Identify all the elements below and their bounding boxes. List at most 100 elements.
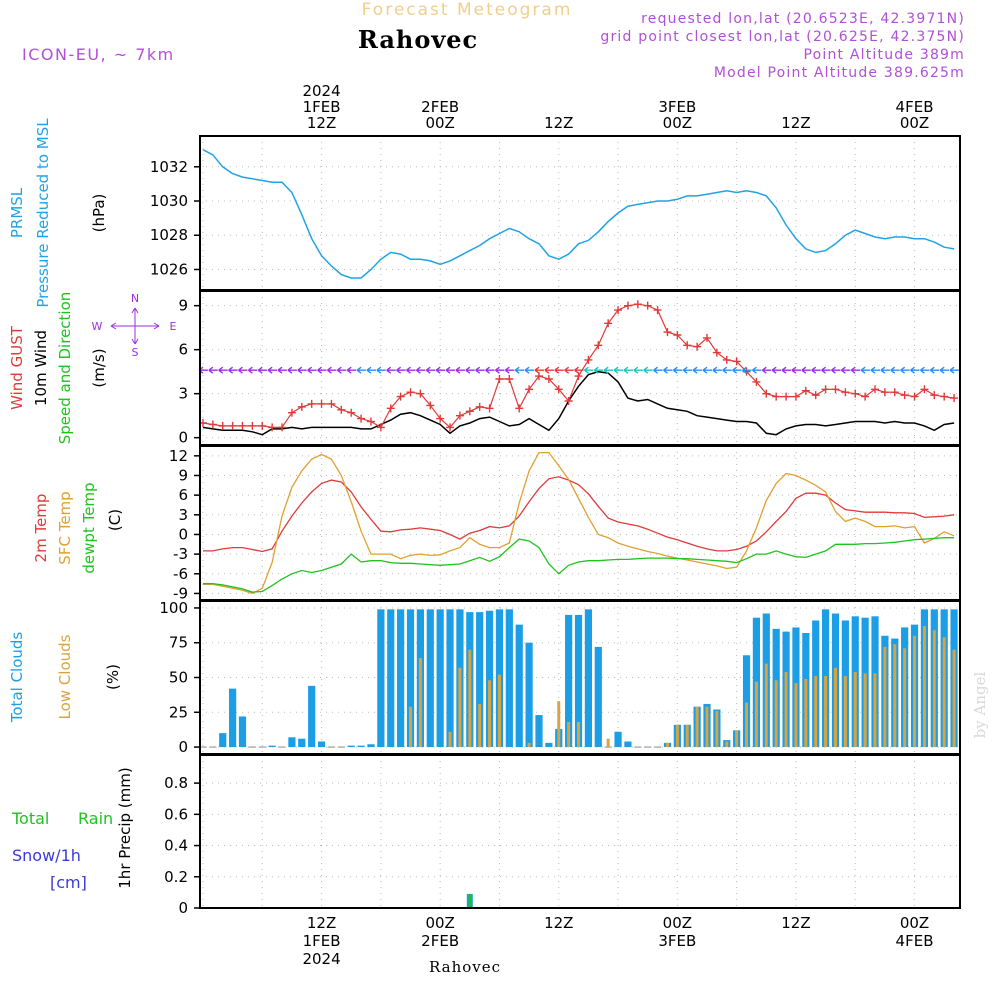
- total-cloud-bar: [238, 716, 247, 748]
- wind-gust-point: [712, 348, 721, 357]
- wind-direction-arrow: [831, 366, 841, 374]
- y-tick-label: 9: [178, 297, 188, 315]
- wind-direction-arrow: [396, 366, 406, 374]
- wind-gust-point: [752, 377, 761, 386]
- wind-gust-point: [861, 392, 870, 401]
- wind-gust-point: [386, 404, 395, 413]
- wind-direction-arrow: [623, 366, 633, 374]
- precip-rain-label: Rain: [78, 809, 113, 828]
- wind-direction-arrow: [554, 366, 564, 374]
- wind-direction-arrow: [218, 366, 228, 374]
- low-cloud-bar: [873, 673, 877, 748]
- low-cloud-bar: [675, 724, 679, 748]
- wind-direction-arrow: [544, 366, 554, 374]
- y-tick-label: 0: [178, 899, 188, 917]
- bottom-time-label: 3FEB: [658, 932, 696, 950]
- y-tick-label: 9: [178, 466, 188, 484]
- low-cloud-bar: [764, 663, 768, 748]
- wind-direction-arrow: [801, 366, 811, 374]
- bottom-time-label: 2FEB: [421, 932, 459, 950]
- wind-direction-arrow: [564, 366, 574, 374]
- wind-direction-arrow: [475, 366, 485, 374]
- total-cloud-bar: [574, 614, 583, 748]
- total-cloud-bar: [406, 609, 415, 748]
- y-tick-label: 0: [178, 429, 188, 447]
- wind-direction-arrow: [722, 366, 732, 374]
- wind-direction-arrow: [514, 366, 525, 374]
- grid-point-coords: grid point closest lon,lat (20.625E, 42.…: [600, 29, 965, 45]
- y-tick-label: 1032: [150, 158, 188, 176]
- low-cloud-bar: [883, 646, 887, 748]
- wind-direction-arrow: [495, 366, 505, 374]
- wind-direction-arrow: [702, 366, 712, 374]
- wind-direction-arrow: [228, 366, 238, 374]
- low-cloud-bar: [418, 658, 422, 748]
- low-cloud-bar: [794, 683, 798, 748]
- temp-2m-label: 2m Temp: [32, 494, 50, 563]
- wind-direction-arrow: [524, 366, 535, 374]
- total-cloud-bar: [367, 744, 375, 748]
- wind-gust-point: [465, 407, 474, 416]
- bottom-time-label: 12Z: [544, 914, 573, 932]
- pressure-unit: (hPa): [90, 194, 108, 233]
- panel-frame-wind: [199, 290, 961, 446]
- wind-gust-point: [475, 402, 484, 411]
- wind-gust-point: [791, 392, 800, 401]
- total-cloud-bar: [614, 731, 622, 748]
- requested-coords: requested lon,lat (20.6523E, 42.3971N): [641, 11, 965, 27]
- compass-south: S: [132, 346, 139, 359]
- low-cloud-bar: [567, 722, 571, 748]
- y-tick-label: 0.4: [164, 837, 188, 855]
- wind-direction-arrow: [742, 366, 752, 374]
- low-cloud-bar: [774, 680, 778, 748]
- total-clouds-label: Total Clouds: [8, 632, 26, 724]
- wind-direction-arrow: [465, 366, 475, 374]
- low-cloud-bar: [833, 667, 837, 748]
- total-cloud-bar: [268, 745, 276, 748]
- wind-direction-arrow: [929, 366, 940, 374]
- wind-direction-arrow: [297, 366, 307, 374]
- wind-direction-arrow: [752, 366, 762, 374]
- wind-direction-arrow: [257, 366, 268, 374]
- wind-gust-point: [702, 333, 711, 342]
- low-cloud-bar: [448, 731, 452, 748]
- wind-direction-arrow: [366, 366, 376, 374]
- wind-gust-point: [722, 355, 731, 364]
- wind-gust-point: [396, 392, 405, 401]
- bottom-time-label: 1FEB: [303, 932, 341, 950]
- top-time-label: 12Z: [781, 114, 810, 132]
- temp-dewpt-line: [203, 537, 955, 593]
- wind-speed-line: [202, 370, 955, 436]
- total-cloud-bar: [485, 610, 494, 748]
- compass-rose-icon: [110, 307, 160, 345]
- low-cloud-bar: [814, 676, 818, 748]
- y-tick-label: 75: [169, 634, 188, 652]
- temp-dewpt-label: dewpt Temp: [80, 482, 98, 573]
- wind-gust-point: [880, 388, 889, 397]
- clouds-unit: (%): [104, 664, 122, 690]
- bottom-time-label: 00Z: [663, 914, 692, 932]
- wind-gust-point: [564, 397, 573, 405]
- wind-gust-point: [604, 319, 613, 328]
- wind-gust-point: [248, 421, 257, 430]
- temp-sfc-label: SFC Temp: [56, 491, 74, 564]
- total-cloud-bar: [505, 609, 513, 748]
- panel-frame-temp: [199, 445, 961, 601]
- total-cloud-bar: [377, 609, 385, 748]
- wind-direction-arrow: [603, 366, 614, 374]
- wind-direction-arrow: [287, 366, 297, 374]
- total-cloud-bar: [347, 745, 355, 748]
- wind-direction-arrow: [682, 366, 693, 374]
- low-cloud-bar: [488, 680, 492, 748]
- wind-direction-arrow: [593, 366, 604, 374]
- wind-direction-arrow: [880, 366, 890, 374]
- low-cloud-bar: [913, 635, 917, 748]
- wind-direction-arrow: [425, 366, 436, 374]
- wind-gust-point: [376, 423, 385, 432]
- wind-gust-point: [544, 375, 553, 383]
- low-cloud-bar: [903, 648, 907, 748]
- total-cloud-bar: [446, 609, 454, 748]
- low-cloud-bar: [784, 671, 788, 748]
- y-tick-label: 0: [178, 525, 188, 543]
- bottom-time-label: 00Z: [900, 914, 929, 932]
